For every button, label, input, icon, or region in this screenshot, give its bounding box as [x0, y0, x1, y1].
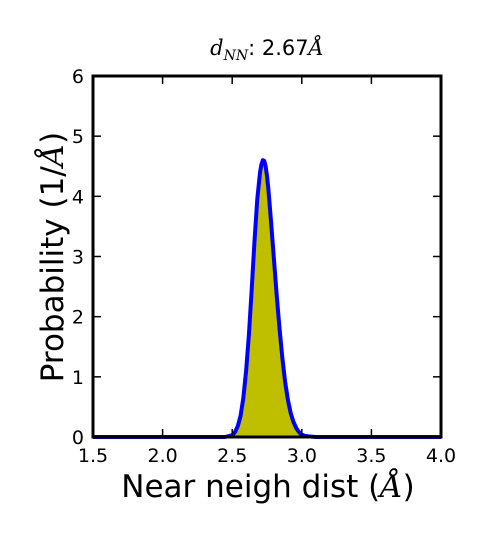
x-tick-label: 2.5 — [217, 445, 247, 467]
y-axis-label-close: ) — [35, 132, 71, 144]
tick-labels: 1.5 2.0 2.5 3.0 3.5 4.0 0 1 2 3 4 5 6 — [72, 66, 456, 467]
x-tick-label: 2.0 — [147, 445, 177, 467]
plot-area — [92, 75, 442, 439]
y-axis-label: Probability (1/Å) — [33, 132, 71, 383]
y-axis-label-text: Probability (1/ — [35, 166, 71, 383]
y-tick-label: 3 — [72, 247, 84, 269]
y-axis-label-unit: Å — [33, 144, 71, 169]
title-symbol: d — [210, 36, 223, 60]
x-tick-label: 4.0 — [426, 445, 456, 467]
y-tick-label: 4 — [72, 186, 84, 208]
x-tick-label: 1.5 — [78, 445, 108, 467]
x-tick-label: 3.0 — [287, 445, 317, 467]
title-value: : 2.67 — [248, 36, 309, 60]
y-tick-label: 2 — [72, 307, 84, 329]
title-subscript: NN — [223, 48, 249, 64]
title-unit: Å — [306, 35, 324, 60]
axes-frame — [91, 74, 443, 439]
y-tick-label: 1 — [72, 367, 84, 389]
y-tick-label: 0 — [72, 427, 84, 449]
y-tick-label: 6 — [72, 66, 84, 88]
distribution-line — [93, 158, 441, 439]
chart-title: dNN: 2.67Å — [210, 35, 324, 64]
x-axis-label: Near neigh dist (Å) — [121, 467, 414, 505]
x-axis-label-close: ) — [403, 469, 415, 505]
distribution-fill — [93, 160, 441, 438]
x-tick-label: 3.5 — [356, 445, 386, 467]
y-tick-label: 5 — [72, 126, 84, 148]
x-axis-label-unit: Å — [377, 467, 402, 505]
x-axis-label-text: Near neigh dist ( — [121, 469, 380, 505]
